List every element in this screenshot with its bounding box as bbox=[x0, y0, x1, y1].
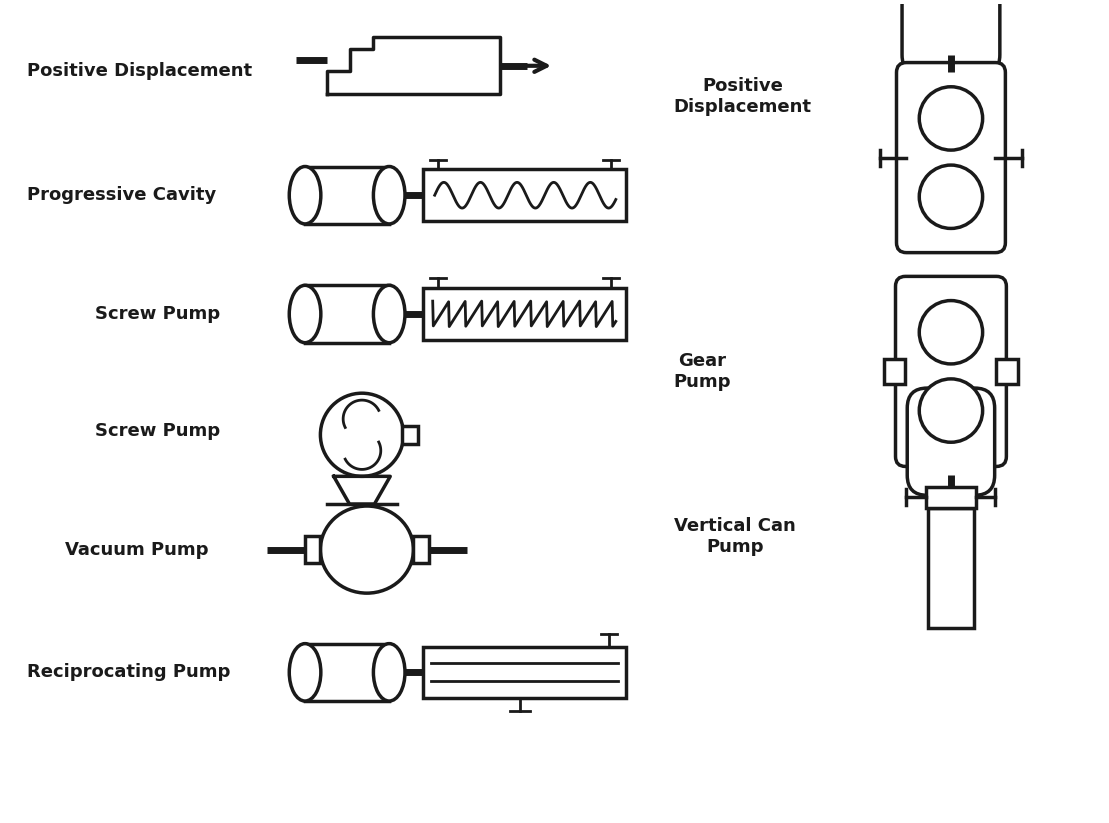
Ellipse shape bbox=[374, 286, 405, 342]
Ellipse shape bbox=[289, 166, 321, 224]
Circle shape bbox=[919, 165, 983, 229]
Circle shape bbox=[919, 379, 983, 442]
Bar bbox=[423, 170, 625, 221]
Text: Vacuum Pump: Vacuum Pump bbox=[65, 541, 208, 559]
Text: Gear
Pump: Gear Pump bbox=[674, 352, 731, 391]
Text: Vertical Can
Pump: Vertical Can Pump bbox=[674, 518, 795, 556]
Bar bbox=[423, 288, 625, 340]
Polygon shape bbox=[334, 477, 390, 504]
Bar bbox=[884, 359, 905, 384]
Ellipse shape bbox=[374, 644, 405, 701]
Polygon shape bbox=[327, 37, 499, 95]
Bar bbox=[305, 166, 389, 224]
FancyBboxPatch shape bbox=[907, 388, 995, 495]
Ellipse shape bbox=[374, 166, 405, 224]
Text: Reciprocating Pump: Reciprocating Pump bbox=[28, 663, 231, 681]
Bar bbox=[401, 425, 418, 444]
Circle shape bbox=[919, 300, 983, 364]
Bar bbox=[305, 537, 321, 563]
FancyBboxPatch shape bbox=[902, 0, 1000, 78]
FancyBboxPatch shape bbox=[896, 63, 1006, 253]
Text: Positive Displacement: Positive Displacement bbox=[28, 63, 253, 81]
Bar bbox=[305, 644, 389, 701]
Ellipse shape bbox=[289, 644, 321, 701]
Text: Screw Pump: Screw Pump bbox=[94, 422, 220, 439]
Ellipse shape bbox=[321, 506, 414, 593]
Text: Progressive Cavity: Progressive Cavity bbox=[28, 186, 216, 204]
Bar bbox=[997, 359, 1018, 384]
Bar bbox=[305, 286, 389, 342]
Bar bbox=[928, 508, 974, 628]
Text: Screw Pump: Screw Pump bbox=[94, 305, 220, 323]
FancyBboxPatch shape bbox=[895, 277, 1006, 467]
Text: Positive
Displacement: Positive Displacement bbox=[674, 77, 812, 115]
Bar bbox=[423, 647, 625, 698]
Ellipse shape bbox=[289, 286, 321, 342]
Bar bbox=[414, 537, 429, 563]
Bar bbox=[926, 486, 976, 508]
Circle shape bbox=[321, 393, 404, 477]
Circle shape bbox=[919, 86, 983, 150]
